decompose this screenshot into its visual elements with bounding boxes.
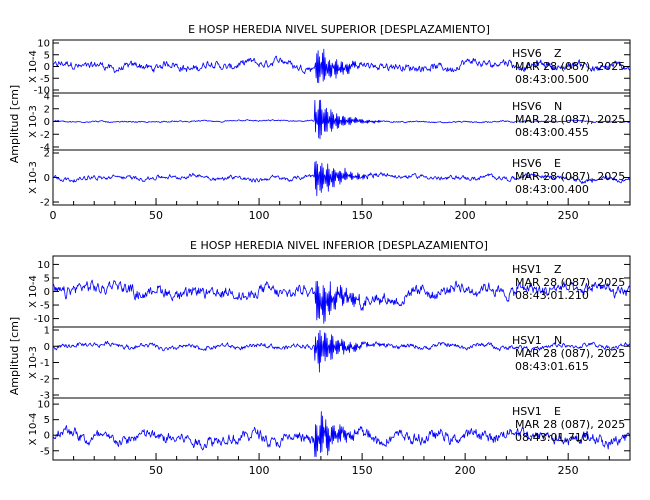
bottom-chart: E HOSP HEREDIA NIVEL INFERIOR [DESPLAZAM… [8, 239, 631, 477]
y-tick-label: 10 [37, 260, 50, 271]
date-label: MAR 28 (087), 2025 [515, 170, 625, 183]
date-label: MAR 28 (087), 2025 [515, 60, 625, 73]
series-line [52, 99, 631, 140]
station-label: HSV6 [512, 47, 542, 60]
y-tick-label: 5 [44, 273, 50, 284]
y-exponent-label: X 10-3 [28, 346, 39, 379]
x-tick-label: 150 [352, 209, 373, 222]
component-label: N [554, 334, 562, 347]
station-label: HSV6 [512, 100, 542, 113]
time-label: 08:43:00.500 [515, 73, 589, 86]
time-label: 08:43:00.400 [515, 183, 589, 196]
x-tick-label: 100 [249, 464, 270, 477]
y-tick-label: 0 [44, 431, 50, 442]
station-label: HSV1 [512, 405, 542, 418]
y-tick-label: -10 [34, 314, 50, 325]
x-tick-label: 200 [455, 209, 476, 222]
time-label: 08:43:01.615 [515, 360, 589, 373]
y-tick-label: 0 [44, 62, 50, 73]
x-tick-label: 50 [149, 209, 163, 222]
y-tick-label: 10 [37, 39, 50, 50]
y-tick-label: -5 [40, 446, 50, 457]
y-tick-label: 0 [44, 342, 50, 353]
series-line [52, 411, 631, 457]
x-tick-label: 250 [558, 464, 579, 477]
x-tick-label: 50 [149, 464, 163, 477]
y-tick-label: -2 [40, 198, 50, 209]
component-label: Z [554, 47, 562, 60]
y-tick-label: 2 [44, 149, 50, 160]
y-exponent-label: X 10-3 [28, 105, 39, 138]
y-tick-label: -2 [40, 374, 50, 385]
y-tick-label: 1 [44, 326, 50, 337]
series-line [52, 160, 631, 197]
y-tick-label: -2 [40, 130, 50, 141]
date-label: MAR 28 (087), 2025 [515, 347, 625, 360]
component-label: E [554, 157, 561, 170]
top-chart: E HOSP HEREDIA NIVEL SUPERIOR [DESPLAZAM… [8, 23, 631, 222]
y-tick-label: -3 [40, 391, 50, 402]
top-chart-ylabel: Amplitud [cm] [8, 85, 21, 163]
x-tick-label: 0 [50, 209, 57, 222]
component-label: N [554, 100, 562, 113]
date-label: MAR 28 (087), 2025 [515, 276, 625, 289]
series-line [52, 329, 631, 373]
station-label: HSV1 [512, 263, 542, 276]
component-label: Z [554, 263, 562, 276]
y-tick-label: -5 [40, 301, 50, 312]
y-tick-label: 0 [44, 287, 50, 298]
bottom-chart-ylabel: Amplitud [cm] [8, 317, 21, 395]
time-label: 08:43:01.710 [515, 431, 589, 444]
y-tick-label: 5 [44, 415, 50, 426]
date-label: MAR 28 (087), 2025 [515, 113, 625, 126]
y-tick-label: 2 [44, 104, 50, 115]
time-label: 08:43:00.455 [515, 126, 589, 139]
y-tick-label: -10 [34, 86, 50, 97]
component-label: E [554, 405, 561, 418]
y-tick-label: 10 [37, 400, 50, 411]
x-tick-label: 100 [249, 209, 270, 222]
x-tick-label: 250 [558, 209, 579, 222]
y-tick-label: 4 [44, 92, 50, 103]
y-exponent-label: X 10-4 [28, 413, 39, 446]
y-exponent-label: X 10-4 [28, 50, 39, 83]
y-exponent-label: X 10-4 [28, 275, 39, 308]
x-tick-label: 200 [455, 464, 476, 477]
y-tick-label: -4 [40, 143, 50, 154]
station-label: HSV6 [512, 157, 542, 170]
station-label: HSV1 [512, 334, 542, 347]
y-tick-label: 0 [44, 173, 50, 184]
y-tick-label: -5 [40, 74, 50, 85]
bottom-chart-title: E HOSP HEREDIA NIVEL INFERIOR [DESPLAZAM… [190, 239, 488, 252]
date-label: MAR 28 (087), 2025 [515, 418, 625, 431]
y-exponent-label: X 10-3 [28, 161, 39, 194]
y-tick-label: -1 [40, 358, 50, 369]
time-label: 08:43:01.210 [515, 289, 589, 302]
y-tick-label: 5 [44, 50, 50, 61]
series-line [52, 48, 631, 84]
top-chart-title: E HOSP HEREDIA NIVEL SUPERIOR [DESPLAZAM… [188, 23, 490, 36]
x-tick-label: 150 [352, 464, 373, 477]
y-tick-label: 0 [44, 117, 50, 128]
series-line [52, 279, 631, 324]
